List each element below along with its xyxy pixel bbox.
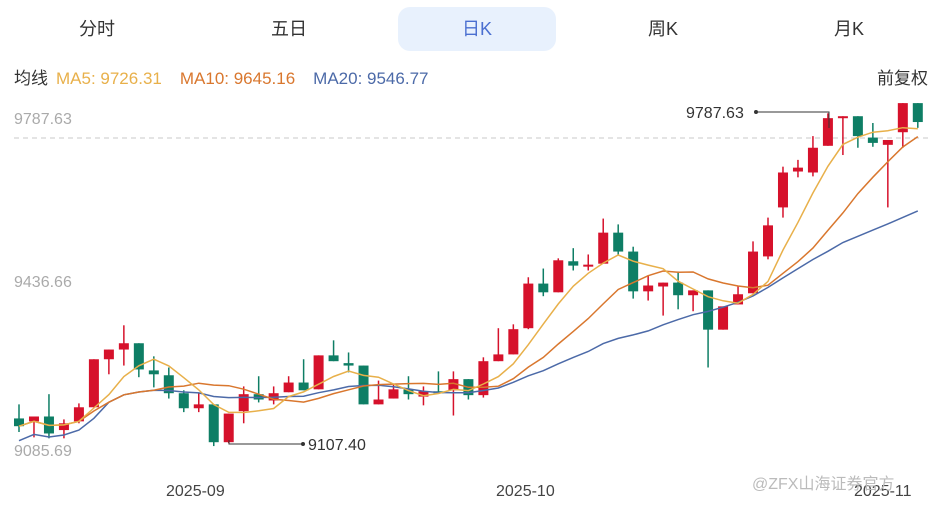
candle-body <box>748 251 759 294</box>
candle-body <box>163 375 174 394</box>
tab-weekly-k[interactable]: 周K <box>647 19 678 39</box>
max-annotation-label: 9787.63 <box>686 105 744 122</box>
candle-body <box>852 116 863 137</box>
candle-body <box>822 118 833 146</box>
y-axis-label-bottom: 9085.69 <box>14 443 72 460</box>
candle-body <box>718 306 729 330</box>
candle-body <box>193 404 204 409</box>
candle-body <box>598 232 609 264</box>
period-tabs: 分时 五日 日K 周K 月K <box>0 7 942 51</box>
ma20-line <box>18 210 919 442</box>
candle-body <box>897 103 908 133</box>
ma10-line <box>18 135 919 427</box>
candle-body <box>208 404 219 443</box>
candle-body <box>343 363 354 366</box>
candle-body <box>493 354 504 362</box>
x-axis-label-nov: 2025-11 <box>854 483 912 500</box>
candle-body <box>448 379 459 391</box>
ma-legend: 均线 MA5: 9726.31 MA10: 9645.16 MA20: 9546.77 <box>14 64 446 89</box>
tab-intraday[interactable]: 分时 <box>79 19 115 39</box>
ma5-value: MA5: 9726.31 <box>56 69 162 88</box>
candle-body <box>283 382 294 393</box>
x-axis-label-sep: 2025-09 <box>166 483 225 500</box>
ma5-line <box>18 126 918 427</box>
candle-body <box>133 343 144 370</box>
candle-body <box>792 167 803 172</box>
candle-body <box>14 418 24 427</box>
tab-daily-k[interactable]: 日K <box>398 7 556 51</box>
candle-body <box>388 389 399 399</box>
candle-body <box>313 355 324 390</box>
candle-body <box>643 285 654 292</box>
candle-body <box>538 283 549 293</box>
watermark: @ZFX山海证券官方 <box>752 476 895 493</box>
min-annotation-line <box>228 440 303 445</box>
candle-body <box>658 282 669 287</box>
tab-monthly-k[interactable]: 月K <box>833 19 864 39</box>
candle-body <box>178 393 189 409</box>
candle-body <box>58 423 69 431</box>
tab-five-day[interactable]: 五日 <box>271 19 307 39</box>
min-annotation-label: 9107.40 <box>308 437 366 454</box>
candle-body <box>777 172 788 208</box>
y-axis-label-top: 9787.63 <box>14 111 72 128</box>
price-adjust-selector[interactable]: 前复权 <box>877 69 928 88</box>
candle-body <box>418 391 429 397</box>
candle-body <box>613 232 624 252</box>
candle-body <box>478 361 489 396</box>
candle-body <box>583 264 594 267</box>
candle-body <box>403 389 414 395</box>
candle-body <box>703 290 714 330</box>
candle-body <box>73 407 84 422</box>
candle-body <box>28 416 39 422</box>
ma10-value: MA10: 9645.16 <box>179 69 296 88</box>
candle-body <box>508 329 519 355</box>
min-annotation-dot <box>301 442 305 446</box>
candle-body <box>238 394 249 412</box>
candle-body <box>118 343 129 350</box>
candle-body <box>553 260 564 293</box>
max-annotation-line <box>756 111 830 128</box>
candle-body <box>912 103 923 123</box>
candle-body <box>882 139 893 145</box>
max-annotation-dot <box>754 110 758 114</box>
ma20-value: MA20: 9546.77 <box>313 69 429 88</box>
candle-body <box>373 399 384 405</box>
y-axis-label-mid: 9436.66 <box>14 274 72 291</box>
candle-body <box>298 382 309 391</box>
candle-body <box>223 413 234 443</box>
candle-body <box>733 294 744 305</box>
candle-body <box>523 283 534 329</box>
x-axis-label-oct: 2025-10 <box>496 483 555 500</box>
candle-body <box>88 359 99 408</box>
candle-body <box>867 137 878 143</box>
candle-body <box>807 147 818 173</box>
ma-legend-title: 均线 <box>14 69 48 88</box>
candle-body <box>568 261 579 266</box>
candle-body <box>328 355 339 362</box>
candle-body <box>763 225 773 257</box>
candle-body <box>673 282 684 296</box>
candle-body <box>103 349 114 360</box>
candle-body <box>628 251 639 292</box>
candle-body <box>837 116 848 119</box>
candle-body <box>688 290 699 296</box>
candle-body <box>148 370 159 375</box>
